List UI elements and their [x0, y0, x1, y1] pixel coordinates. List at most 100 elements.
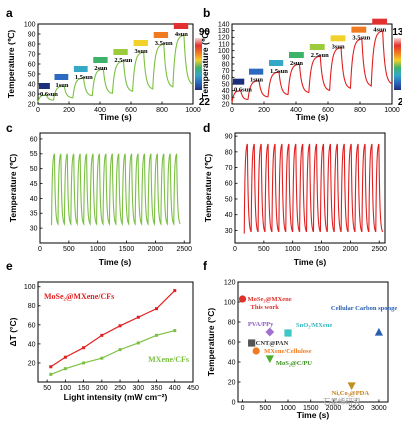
colorbar [394, 38, 401, 90]
step-label: 1sun [56, 82, 69, 89]
plot-a: 0 200 400 600 800 1000 20 30 40 50 60 70 80 90 100 Time… [6, 21, 210, 122]
x-tick-label: 400 [290, 107, 302, 114]
y-tick-label: 45 [30, 181, 38, 188]
y-tick-label: 60 [28, 322, 36, 329]
scatter-point [347, 382, 356, 391]
y-tick-label: 55 [30, 151, 38, 158]
x-tick-label: 800 [156, 107, 168, 114]
y-tick-label: 120 [218, 35, 230, 42]
y-tick-label: 80 [28, 41, 36, 48]
step-label: 0.6sun [234, 87, 252, 94]
y-tick-label: 40 [30, 196, 38, 203]
point-label: CNT@PAN [256, 340, 289, 347]
y-axis-label: ΔT (°C) [8, 317, 18, 346]
step-bar [113, 49, 128, 55]
series-label: MXene/CFs [148, 355, 189, 364]
x-tick-label: 0 [233, 246, 237, 253]
series-marker [155, 307, 159, 311]
x-tick-label: 800 [354, 107, 366, 114]
colorbar [195, 38, 202, 90]
scatter-point [284, 329, 292, 337]
x-tick-label: 50 [43, 385, 51, 392]
cycle-line [50, 153, 181, 226]
x-tick-label: 600 [125, 107, 137, 114]
scatter-point [374, 327, 384, 336]
step-bar [289, 52, 304, 58]
cycle-line [243, 143, 384, 234]
y-tick-label: 40 [28, 341, 36, 348]
step-bar [351, 26, 367, 33]
colorbar-max-label: 130 [392, 27, 402, 38]
x-tick-label: 300 [132, 385, 144, 392]
y-tick-label: 110 [218, 41, 229, 48]
x-axis-label: Light intensity (mW cm⁻²) [64, 392, 168, 402]
x-axis-label: Time (s) [294, 257, 327, 267]
point-label: MoSe₂@MXene [248, 296, 292, 303]
y-tick-label: 30 [225, 228, 233, 235]
step-bar [249, 68, 264, 75]
y-tick-label: 40 [225, 212, 233, 219]
y-tick-label: 60 [225, 181, 233, 188]
scatter-point [265, 355, 274, 364]
watermark: 石墨烯研究 [323, 396, 361, 406]
y-axis-label: Temperature (℃) [203, 154, 213, 223]
y-tick-label: 70 [225, 165, 233, 172]
scatter-point [265, 327, 275, 337]
y-tick-label: 100 [24, 21, 36, 28]
point-label: PVA/PPy [248, 321, 274, 328]
step-bar [153, 32, 169, 38]
x-tick-label: 2500 [371, 246, 387, 253]
x-tick-label: 0 [36, 107, 40, 114]
y-tick-label: 20 [228, 379, 236, 386]
x-tick-label: 400 [169, 385, 181, 392]
step-bar [233, 78, 245, 85]
panel-label-e: e [6, 259, 13, 273]
scatter-point [248, 339, 256, 347]
step-bar [309, 44, 325, 50]
panel-label-f: f [203, 259, 208, 273]
step-label: 3.5sun [352, 35, 370, 42]
y-tick-label: 140 [218, 21, 230, 28]
panel-label-a: a [6, 6, 13, 20]
series-line [37, 34, 194, 103]
y-tick-label: 90 [222, 55, 230, 62]
x-tick-label: 2500 [176, 246, 192, 253]
step-label: 3sun [135, 48, 148, 55]
plot-d: 0 500 1000 1500 2000 2500 30 40 50 60 70 80 90 Time (… [203, 132, 387, 267]
x-tick-label: 600 [322, 107, 334, 114]
series-line [50, 329, 175, 375]
y-tick-label: 70 [28, 51, 36, 58]
x-tick-label: 1500 [303, 405, 319, 412]
step-label: 1sun [250, 77, 263, 84]
series-marker [118, 324, 122, 328]
x-tick-label: 3000 [371, 405, 387, 412]
series-marker [82, 346, 86, 350]
x-tick-label: 500 [258, 246, 270, 253]
y-tick-label: 60 [228, 339, 236, 346]
step-bar [93, 57, 108, 63]
x-tick-label: 1500 [119, 246, 135, 253]
y-tick-label: 80 [228, 319, 236, 326]
panel-label-c: c [6, 121, 13, 135]
y-axis-label: Temperature (℃) [200, 30, 210, 99]
x-axis-label: Time (s) [99, 257, 132, 267]
y-tick-label: 40 [28, 81, 36, 88]
series-marker [49, 372, 53, 376]
series-marker [173, 329, 177, 333]
axes-frame [37, 23, 194, 105]
scatter-point [238, 295, 247, 303]
x-tick-label: 1000 [90, 246, 106, 253]
panel-label-b: b [203, 6, 210, 20]
step-bar [372, 18, 388, 25]
x-tick-label: 2500 [348, 405, 364, 412]
plot-e: 50 100 150 200 250 300 350 400 45020406080100Lig… [8, 281, 199, 402]
series-label: MoSe₂@MXene/CFs [44, 292, 114, 301]
y-tick-label: 50 [222, 81, 230, 88]
point-label: Cellular Carbon sponge [331, 305, 397, 312]
step-bar [269, 60, 284, 66]
y-tick-label: 35 [30, 211, 38, 218]
x-tick-label: 0 [38, 246, 42, 253]
panel-label-d: d [203, 121, 210, 135]
x-tick-label: 500 [63, 246, 75, 253]
y-tick-label: 120 [224, 279, 236, 286]
